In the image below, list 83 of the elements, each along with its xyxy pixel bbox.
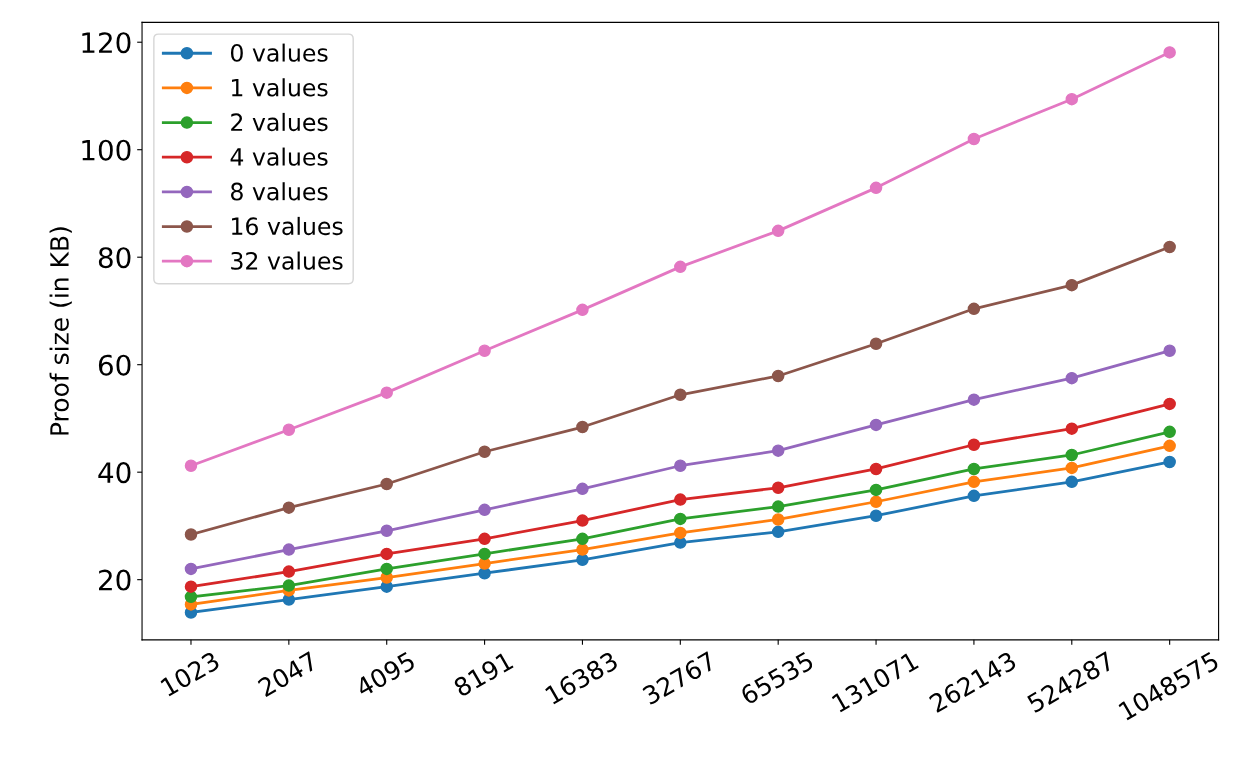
point [478,532,491,546]
legend-label: 4 values [230,147,328,166]
point [674,459,687,472]
point [576,303,589,317]
point [380,547,393,561]
point [282,565,296,578]
point [1065,475,1079,489]
point [184,562,198,576]
point [674,512,687,526]
point [1065,371,1079,385]
point [380,524,393,538]
point [771,481,785,495]
legend-label: 2 values [231,112,328,132]
y-tick-label: 100 [82,139,131,161]
point [967,489,981,503]
point [1163,46,1176,59]
point [576,514,589,527]
point [282,423,296,436]
point [1065,461,1079,475]
point [674,260,687,274]
point [380,477,393,491]
point [184,580,198,593]
y-tick-label: 60 [98,354,131,376]
point [967,302,981,316]
point [380,386,393,399]
point [869,509,883,522]
point [576,543,589,556]
point [771,525,785,539]
point [478,344,491,357]
point [1163,425,1176,439]
point [967,393,981,406]
legend-label: 8 values [231,182,328,201]
y-tick-label: 80 [98,247,131,269]
point [282,579,296,592]
point [1163,455,1176,469]
point [1065,448,1079,462]
point [967,132,981,146]
x-tick-label: 4095 [354,651,416,698]
point [576,532,589,546]
legend-label: 16 values [232,216,343,236]
legend-label: 0 values [230,43,328,62]
point [576,553,589,567]
point [967,438,981,452]
point [869,495,883,508]
point [771,444,785,457]
point [869,483,883,497]
point [967,462,981,476]
point [478,503,491,517]
point [380,562,393,576]
point [1065,92,1079,106]
point [967,475,981,489]
legend-label: 32 values [231,251,343,270]
point [184,459,198,472]
point [576,482,589,496]
point [1163,397,1176,411]
point [1065,278,1079,292]
point [1163,240,1176,254]
point [674,493,687,506]
y-tick-label: 40 [98,462,131,484]
point [869,462,883,476]
point [1163,344,1176,357]
point [282,543,296,556]
point [282,501,296,514]
point [869,181,883,195]
point [478,547,491,561]
point [184,590,198,604]
point [674,526,687,540]
point [771,224,785,238]
point [771,500,785,513]
point [478,445,491,459]
point [1065,422,1079,435]
point [771,513,785,526]
point [869,337,883,350]
point [184,528,198,541]
y-tick-label: 120 [82,32,131,54]
y-tick-label: 20 [99,569,131,591]
point [869,418,883,432]
legend-label: 1 values [232,78,328,97]
y-axis-title: Proof size (in KB) [49,227,72,435]
point [771,369,785,383]
point [1163,439,1176,453]
point [576,420,589,434]
point [674,388,687,402]
